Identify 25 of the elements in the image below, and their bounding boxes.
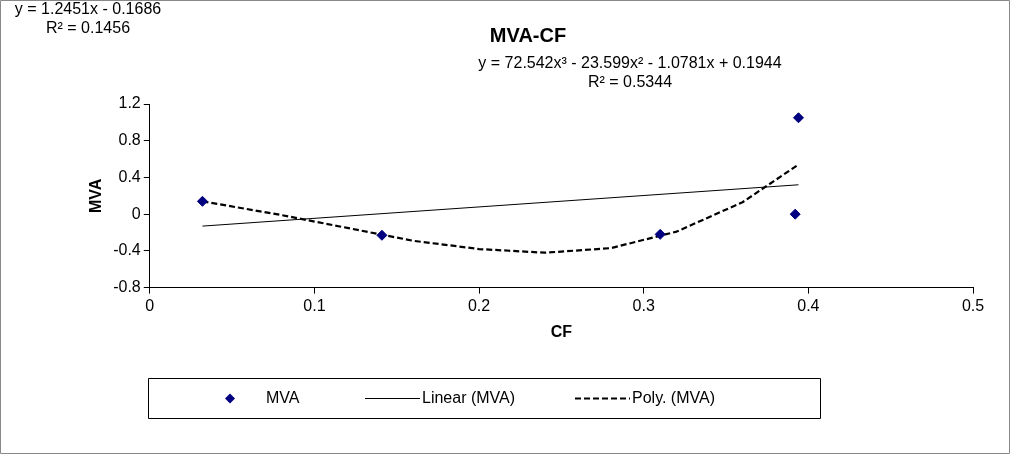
y-tick-label: 1.2 bbox=[118, 94, 141, 112]
text: y = 72.542x³ - 23.599x² - 1.0781x + 0.1944 R² = 0.5344 bbox=[478, 54, 782, 91]
y-axis-title: MVA bbox=[87, 178, 105, 213]
point bbox=[654, 228, 666, 240]
point bbox=[376, 229, 388, 241]
x-axis-title: CF bbox=[550, 322, 573, 340]
point bbox=[792, 112, 804, 124]
text: y = 1.2451x - 0.1686 R² = 0.1456 bbox=[14, 0, 162, 37]
y-tick-label: 0.4 bbox=[118, 167, 141, 185]
y-tick-label: -0.8 bbox=[113, 278, 141, 296]
legend-label: MVA bbox=[266, 388, 300, 406]
y-tick-label: 0 bbox=[131, 204, 141, 222]
y-tick-label: 0.8 bbox=[118, 131, 141, 149]
chart-title: MVA-CF bbox=[489, 23, 567, 46]
point bbox=[196, 195, 208, 207]
legend-label: Poly. (MVA) bbox=[632, 388, 715, 406]
y-tick-label: -0.4 bbox=[113, 241, 141, 259]
legend-label: Linear (MVA) bbox=[422, 388, 516, 406]
x-tick-label: 0.5 bbox=[961, 296, 985, 314]
x-tick-label: 0.3 bbox=[632, 296, 655, 314]
x-tick-label: 0.4 bbox=[797, 296, 820, 314]
x-tick-label: 0 bbox=[145, 296, 155, 314]
x-tick-label: 0.2 bbox=[467, 296, 491, 314]
point bbox=[789, 208, 801, 220]
x-tick-label: 0.1 bbox=[303, 296, 326, 314]
